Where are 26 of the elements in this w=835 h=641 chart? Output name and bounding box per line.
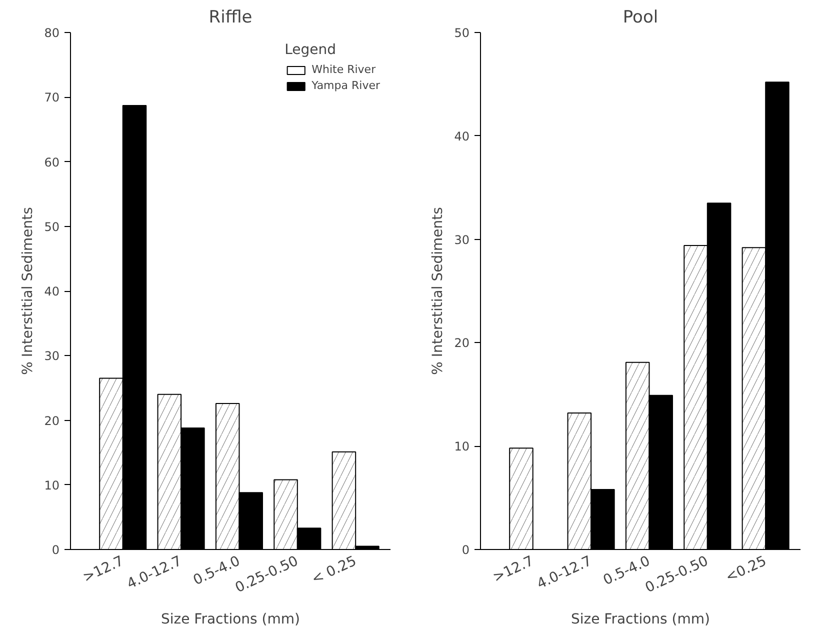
x-tick-label: < 0.25 [309,553,359,588]
y-axis-title: % Interstitial Sediments [430,207,446,375]
y-tick-label: 10 [454,440,470,454]
y-tick-label: 0 [52,543,60,557]
legend-label: Yampa River [312,79,380,92]
y-tick-label: 0 [462,543,470,557]
x-axis-title: Size Fractions (mm) [160,611,300,628]
y-tick-label: 40 [454,129,470,144]
y-axis-title: % Interstitial Sediments [20,207,36,375]
y-tick-label: 20 [454,336,470,350]
y-tick-label: 70 [44,90,60,105]
legend-label: White River [312,63,376,76]
chart-title: Pool [622,8,658,28]
x-axis-title: Size Fractions (mm) [570,611,710,628]
y-tick-label: 30 [44,349,60,364]
y-tick-label: 40 [44,284,60,298]
y-tick-label: 50 [454,26,470,40]
x-tick-label: <0.25 [723,553,769,586]
y-tick-label: 60 [44,155,60,170]
y-tick-label: 20 [44,414,60,428]
legend-title: Legend [284,42,338,58]
y-tick-label: 30 [454,232,470,247]
y-tick-label: 10 [44,478,60,492]
y-tick-label: 80 [44,26,60,40]
chart-title: Riffle [208,8,252,28]
y-tick-label: 50 [44,220,60,234]
